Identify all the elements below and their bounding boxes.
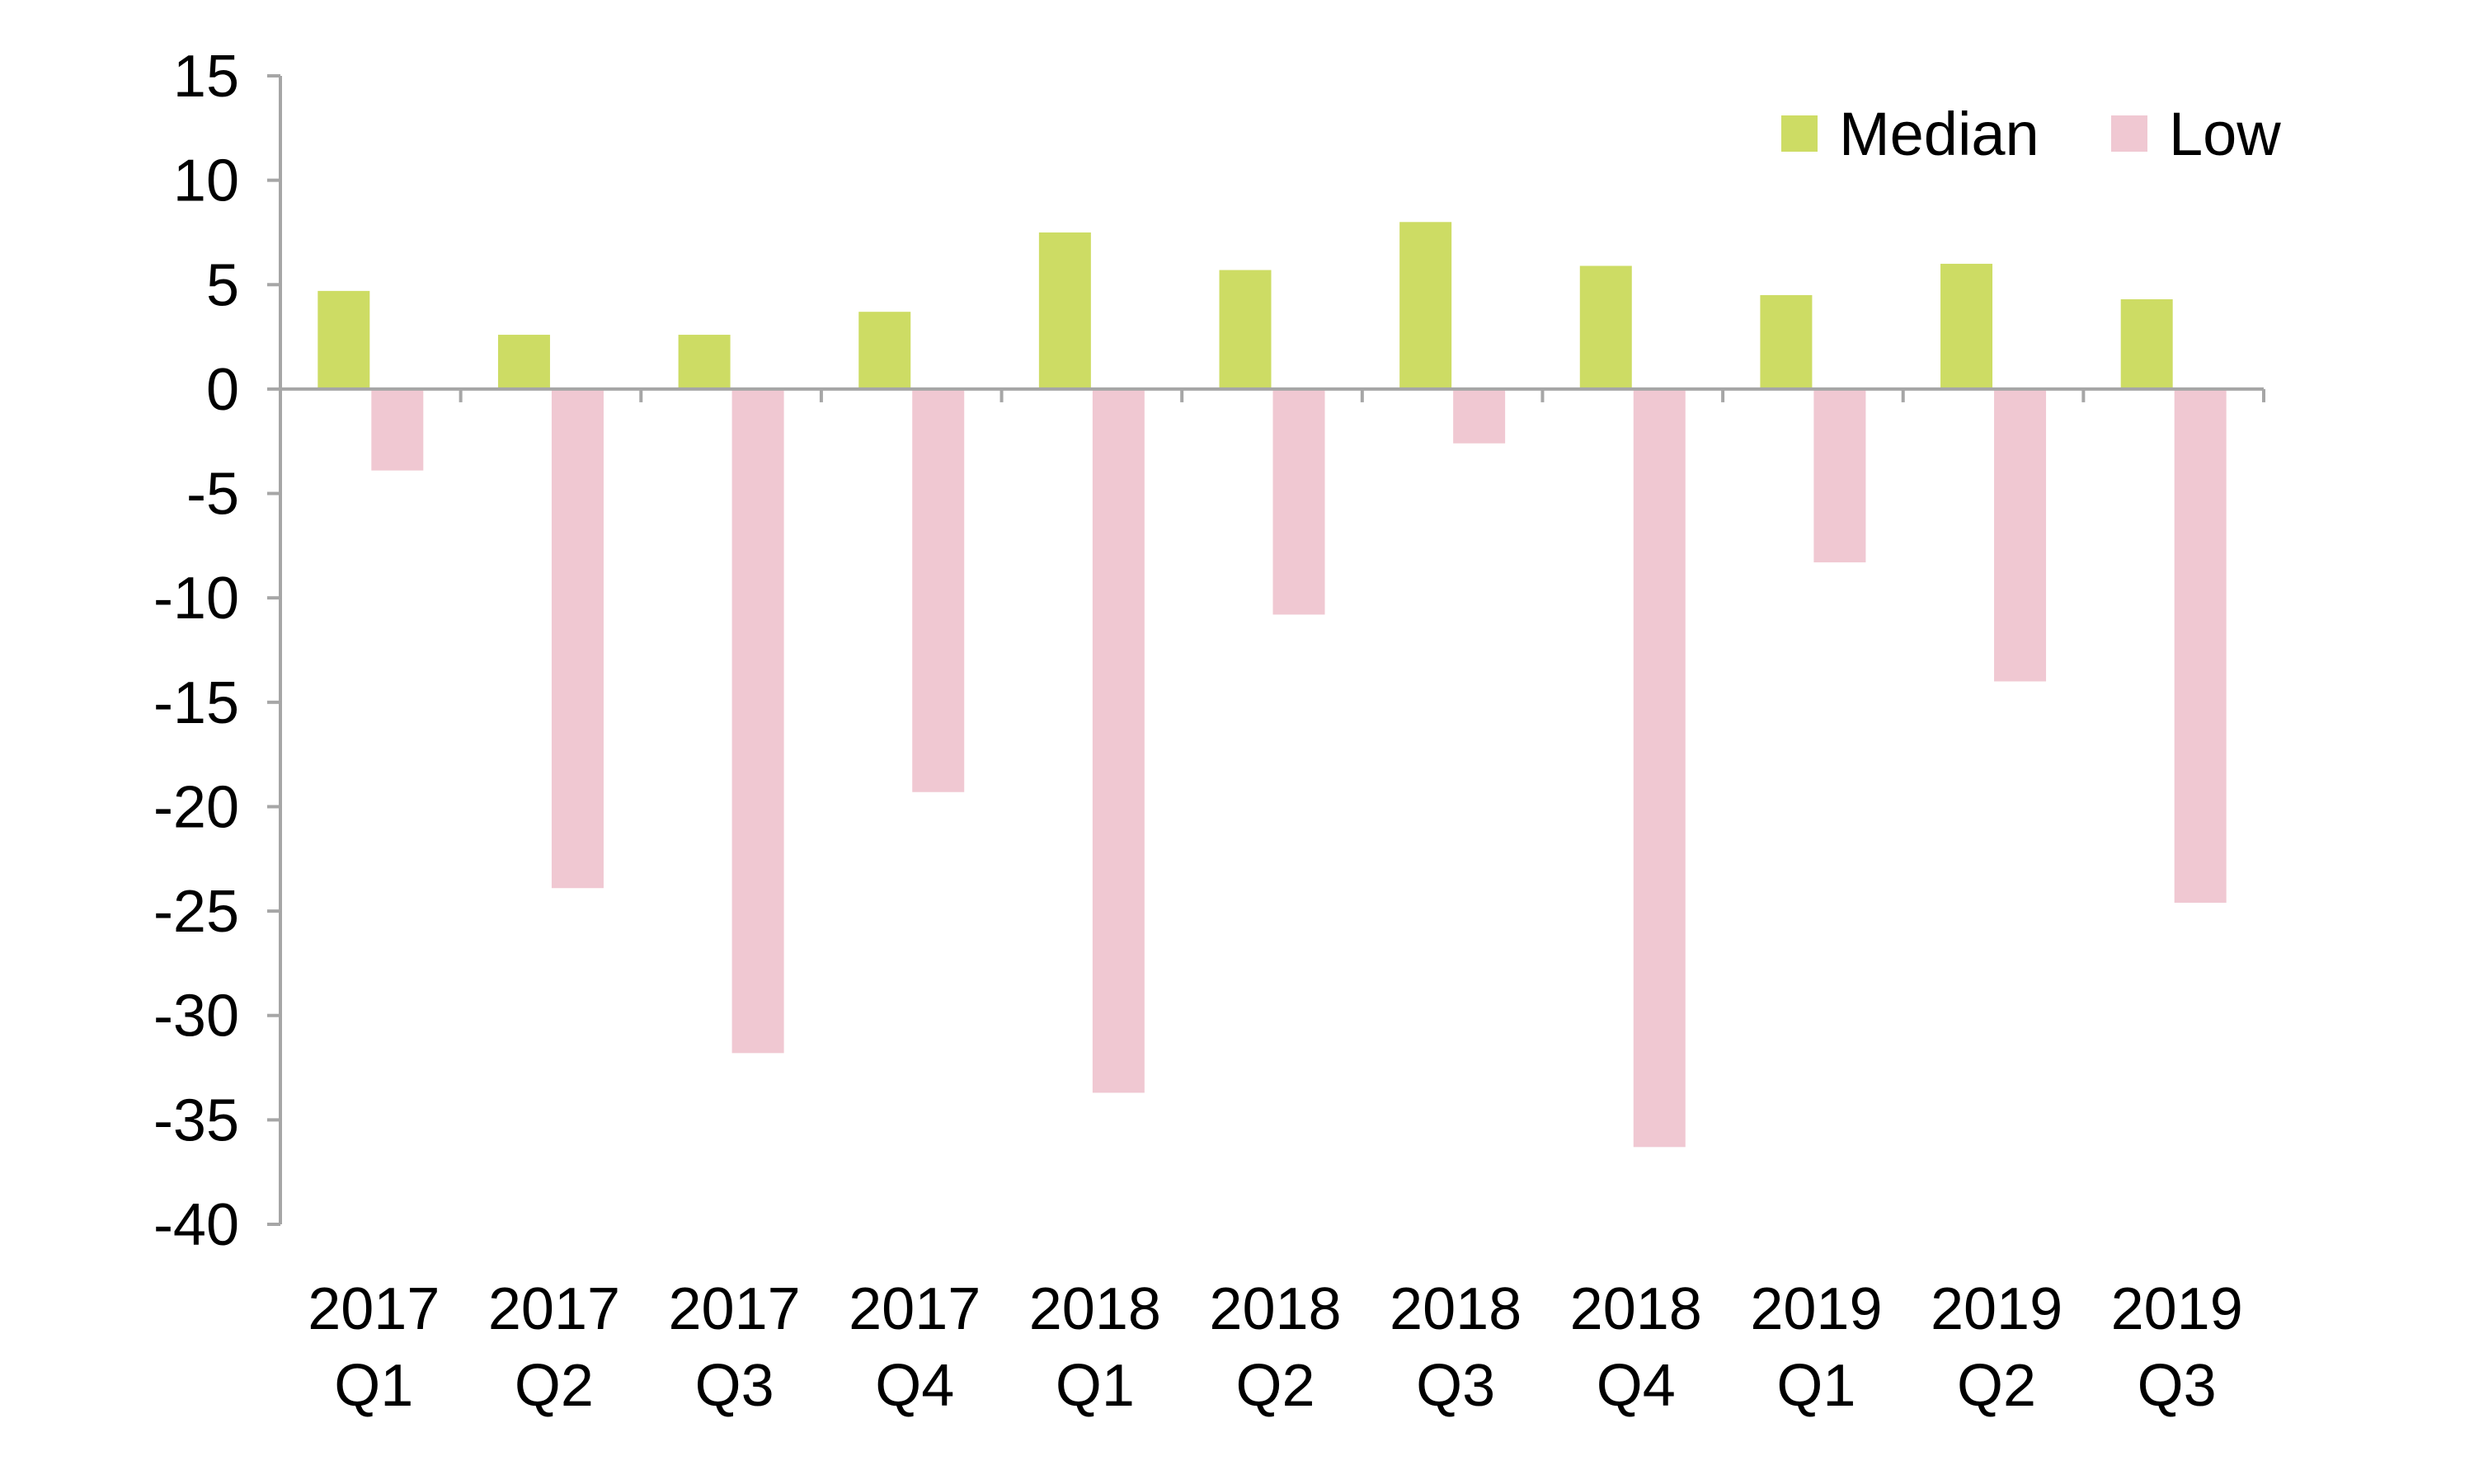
bar-low-9 <box>1813 388 1866 563</box>
bars-layer <box>317 222 2227 1148</box>
y-tick-label: -40 <box>153 1192 239 1258</box>
x-category-label-year: 2017 <box>849 1276 981 1342</box>
y-tick-label: -15 <box>153 670 239 736</box>
x-category-label-year: 2019 <box>1931 1276 2062 1342</box>
bar-low-6 <box>1272 388 1325 615</box>
x-category-label-quarter: Q4 <box>875 1353 954 1419</box>
bar-median-1 <box>317 290 370 389</box>
x-category-label-year: 2019 <box>2111 1276 2243 1342</box>
x-category-label-year: 2017 <box>488 1276 620 1342</box>
x-category-label-quarter: Q3 <box>695 1353 774 1419</box>
bar-low-10 <box>1994 388 2047 682</box>
x-category-label-year: 2017 <box>308 1276 440 1342</box>
legend-label-median: Median <box>1839 100 2039 168</box>
x-category-label-quarter: Q1 <box>334 1353 413 1419</box>
x-category-label-year: 2018 <box>1029 1276 1161 1342</box>
y-tick-label: -25 <box>153 879 239 945</box>
legend-label-low: Low <box>2169 100 2281 168</box>
bar-low-3 <box>731 388 784 1054</box>
y-axis-tick-labels: 15 10 5 0 -5 -10 -15 -20 -25 -30 -35 -40 <box>153 44 239 1258</box>
bar-low-11 <box>2174 388 2227 903</box>
x-category-label-year: 2018 <box>1390 1276 1522 1342</box>
bar-median-7 <box>1399 222 1452 389</box>
x-category-label-year: 2019 <box>1750 1276 1882 1342</box>
x-category-label-quarter: Q2 <box>1235 1353 1315 1419</box>
bar-median-11 <box>2120 299 2173 389</box>
bar-median-5 <box>1038 232 1091 389</box>
x-category-label-quarter: Q3 <box>1416 1353 1495 1419</box>
bar-median-8 <box>1579 265 1632 389</box>
legend-swatch-median <box>1781 115 1818 152</box>
bar-low-4 <box>912 388 965 792</box>
bar-median-9 <box>1760 294 1813 389</box>
axes-layer <box>267 74 2265 1226</box>
y-tick-label: -5 <box>186 462 239 528</box>
x-category-label-year: 2017 <box>669 1276 801 1342</box>
x-category-label-quarter: Q1 <box>1056 1353 1135 1419</box>
bar-low-5 <box>1092 388 1145 1093</box>
legend: Median Low <box>1781 100 2281 168</box>
y-tick-label: 15 <box>173 44 239 110</box>
x-category-label-quarter: Q3 <box>2138 1353 2217 1419</box>
bar-low-7 <box>1453 388 1506 444</box>
bar-low-1 <box>371 388 424 471</box>
y-tick-label: -30 <box>153 984 239 1050</box>
bar-low-2 <box>551 388 604 889</box>
x-category-label-year: 2018 <box>1209 1276 1341 1342</box>
y-tick-label: 5 <box>206 252 239 318</box>
bar-median-10 <box>1940 263 1993 389</box>
bar-median-6 <box>1219 270 1272 389</box>
legend-swatch-low <box>2111 115 2147 152</box>
y-tick-label: 0 <box>206 357 239 423</box>
x-category-label-quarter: Q1 <box>1776 1353 1856 1419</box>
x-axis-category-labels: 2017 Q1 2017 Q2 2017 Q3 2017 Q4 2018 Q1 2018 Q2 2018… <box>308 1276 2243 1419</box>
bar-median-2 <box>497 335 550 389</box>
y-tick-label: -35 <box>153 1087 239 1153</box>
x-category-label-year: 2018 <box>1570 1276 1702 1342</box>
bar-median-4 <box>858 312 911 389</box>
x-category-label-quarter: Q2 <box>515 1353 594 1419</box>
x-category-label-quarter: Q2 <box>1957 1353 2036 1419</box>
y-tick-label: 10 <box>173 148 239 214</box>
x-category-label-quarter: Q4 <box>1597 1353 1676 1419</box>
bar-median-3 <box>678 335 731 389</box>
y-tick-label: -10 <box>153 566 239 632</box>
y-tick-label: -20 <box>153 774 239 840</box>
bar-low-8 <box>1633 388 1686 1148</box>
